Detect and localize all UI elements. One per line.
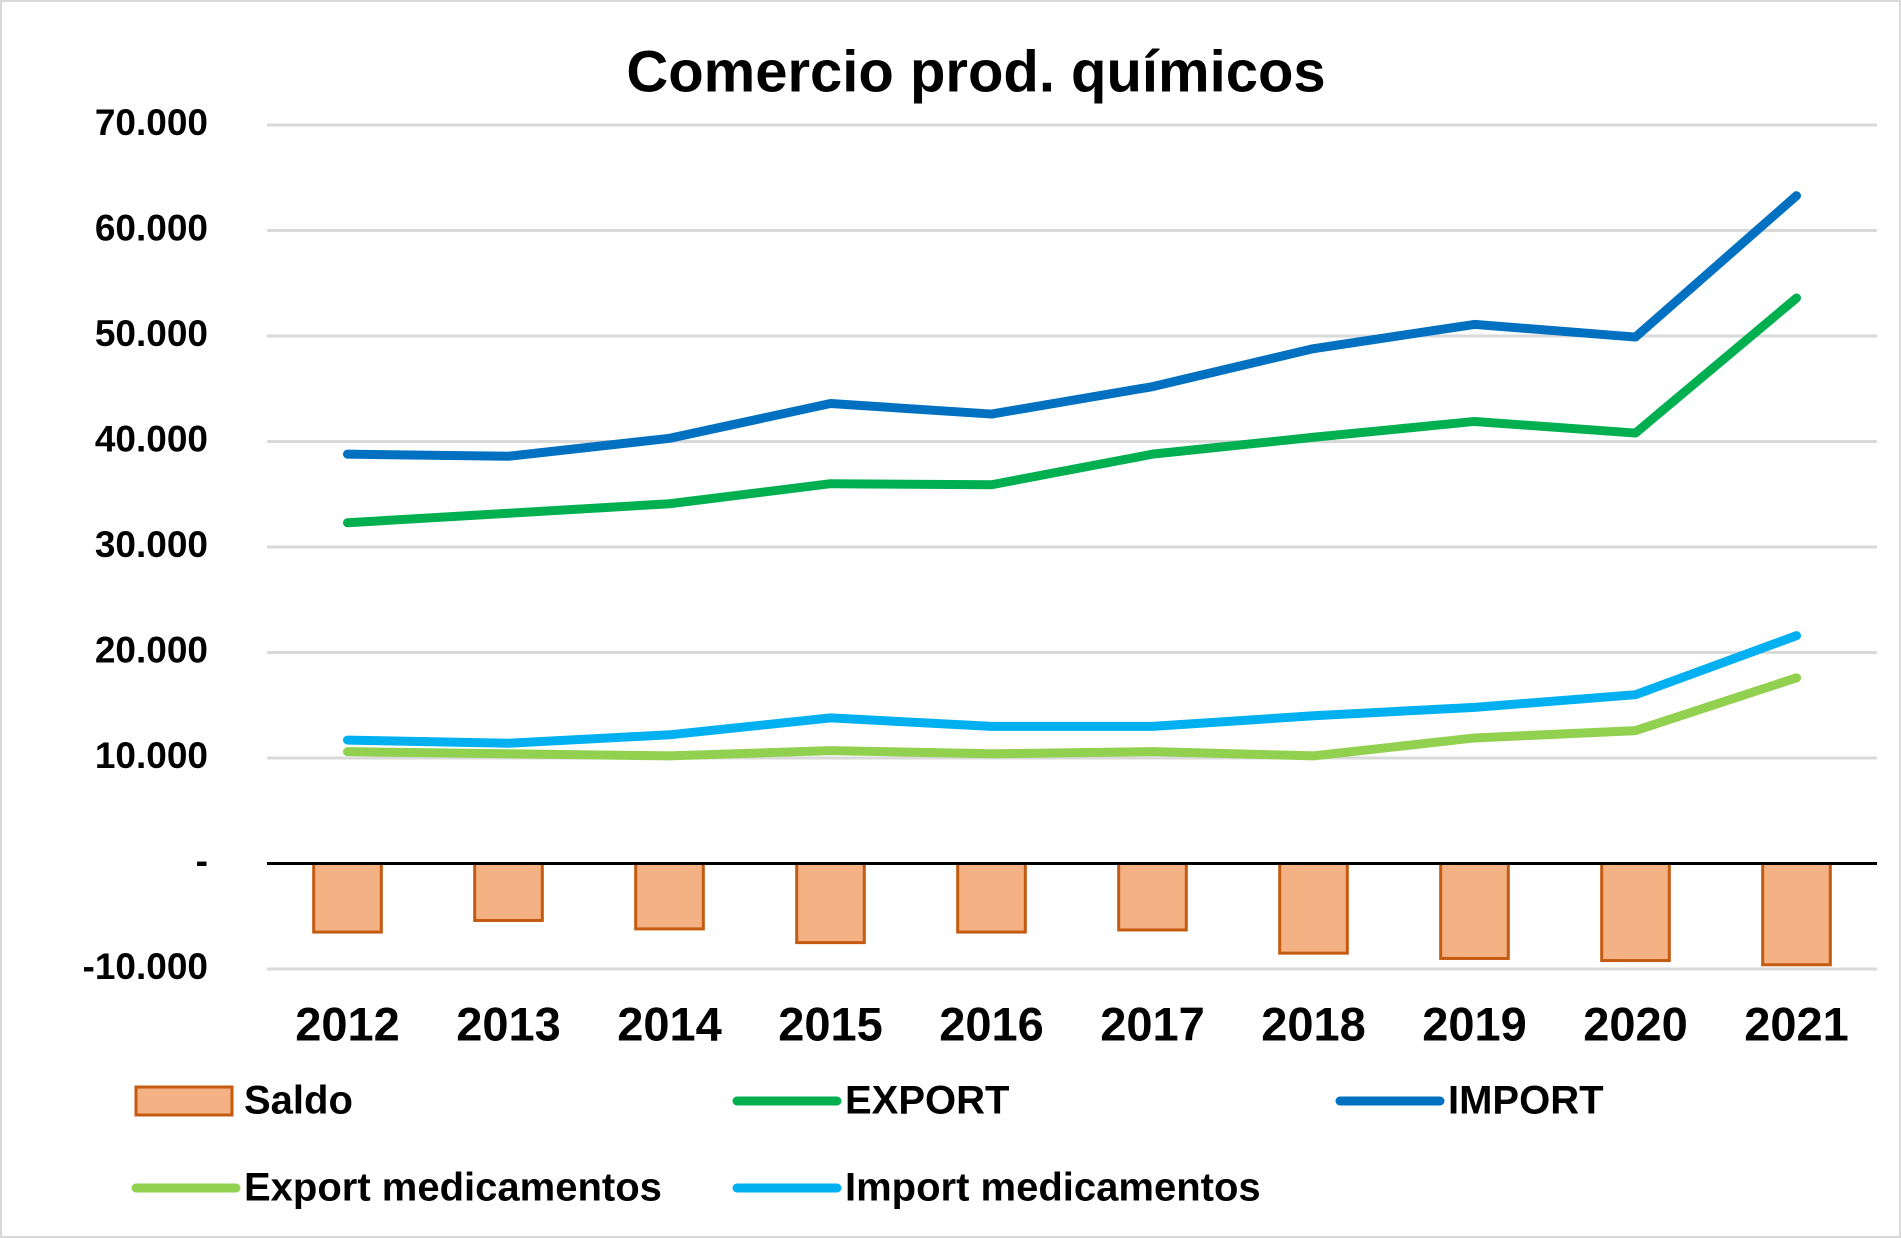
x-tick-label: 2016 (939, 997, 1044, 1050)
x-tick-label: 2019 (1422, 997, 1527, 1050)
chart-title: Comercio prod. químicos (626, 39, 1325, 104)
x-tick-label: 2012 (295, 997, 400, 1050)
bar (1761, 862, 1832, 967)
legend-swatch (134, 1085, 234, 1117)
bar (634, 862, 705, 931)
x-tick-label: 2014 (617, 997, 722, 1050)
y-tick-label: 40.000 (95, 418, 208, 459)
line (343, 631, 1801, 748)
bar (312, 862, 383, 934)
y-tick-label: 70.000 (95, 102, 208, 143)
x-tick-label: 2020 (1583, 997, 1688, 1050)
legend-label: Export medicamentos (244, 1166, 662, 1210)
y-tick-label: 60.000 (95, 207, 208, 248)
y-tick-label: - (196, 840, 208, 881)
x-tick-label: 2018 (1261, 997, 1366, 1050)
x-tick-label: 2021 (1744, 997, 1849, 1050)
x-tick-label: 2017 (1100, 997, 1205, 1050)
legend-label: IMPORT (1448, 1079, 1604, 1123)
y-tick-label: 20.000 (95, 629, 208, 670)
bar (1278, 862, 1349, 955)
legend-label: EXPORT (845, 1079, 1009, 1123)
y-tick-label: 10.000 (95, 735, 208, 776)
bar (1600, 862, 1671, 963)
bar (956, 862, 1027, 934)
y-tick-label: 50.000 (95, 313, 208, 354)
y-tick-label: -10.000 (83, 946, 209, 987)
x-tick-label: 2013 (456, 997, 561, 1050)
legend-label: Saldo (244, 1079, 353, 1123)
x-tick-label: 2015 (778, 997, 883, 1050)
bar (795, 862, 866, 945)
bar (1117, 862, 1188, 932)
bar (473, 862, 544, 922)
legend-label: Import medicamentos (845, 1166, 1261, 1210)
line (343, 673, 1801, 761)
y-tick-label: 30.000 (95, 524, 208, 565)
line (343, 191, 1801, 461)
line (343, 293, 1801, 528)
bar (1439, 862, 1510, 960)
